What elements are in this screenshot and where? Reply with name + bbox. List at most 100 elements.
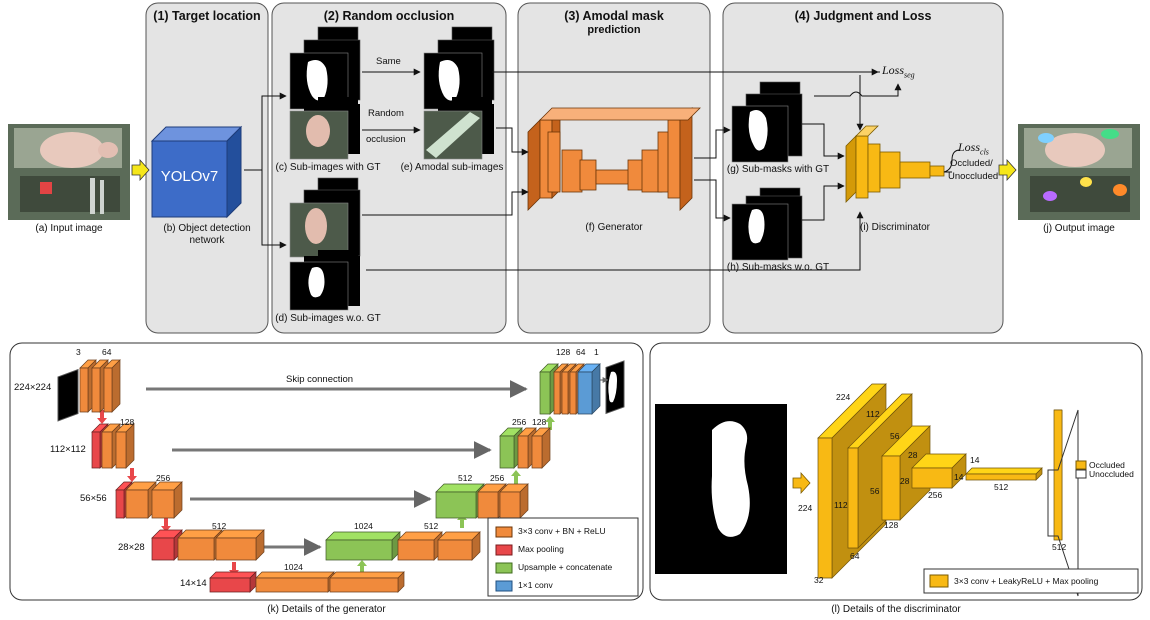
disc-dim-56-left: 56 [870, 486, 880, 496]
caption-discriminator: (i) Discriminator [860, 222, 930, 233]
disc-block-fc [1053, 409, 1063, 541]
disc-mask-image [655, 404, 787, 574]
disc-block-512 [965, 467, 1043, 481]
gen-ch-1024-b: 1024 [354, 521, 373, 531]
caption-mask-wo: (h) Sub-masks w.o. GT [726, 262, 830, 273]
disc-dim-224-left: 224 [798, 503, 813, 513]
input-image [8, 124, 130, 220]
gen-ch-in: 3 [76, 347, 81, 357]
label-unoccluded: Unoccluded [948, 171, 999, 182]
yolo-cube [150, 125, 243, 219]
stage-title-1: (1) Target location [153, 9, 261, 23]
gen-size-224: 224×224 [14, 382, 52, 393]
gen-size-14: 14×14 [180, 578, 207, 589]
stage-subtitle-3: prediction [587, 24, 641, 36]
yolo-label: YOLOv7 [160, 168, 219, 185]
gen-legend-pool: Max pooling [518, 544, 564, 554]
gen-ch-u128: 128 [532, 417, 547, 427]
gen-ch-out64: 64 [576, 347, 586, 357]
gen-ch-d256: 256 [490, 473, 505, 483]
output-arrow [998, 158, 1017, 182]
disc-dim-512-b: 512 [1052, 542, 1067, 552]
disc-dim-256: 256 [928, 490, 943, 500]
generator-legend [487, 517, 639, 597]
sub-images-gt-stack [289, 26, 361, 160]
disc-dim-14-top: 14 [970, 455, 980, 465]
disc-dim-28-left: 28 [900, 476, 910, 486]
gen-conv-64-c [103, 359, 121, 413]
gen-legend-upsample: Upsample + concatenate [518, 562, 613, 572]
gen-conv-512-b [215, 529, 265, 561]
disc-block-256 [911, 453, 967, 489]
gen-conv-256-d [499, 483, 529, 519]
gen-ch-128: 128 [120, 417, 135, 427]
disc-output [1047, 409, 1087, 597]
sub-images-wo-gt-stack [289, 177, 361, 311]
disc-dim-112-left: 112 [834, 500, 848, 510]
caption-disc-detail: (l) Details of the discriminator [831, 604, 961, 615]
label-skip: Skip connection [286, 374, 354, 385]
label-random-2: occlusion [366, 134, 406, 145]
disc-dim-512-a: 512 [994, 482, 1009, 492]
flow-arrows [244, 68, 961, 271]
gen-skip-arrows [146, 380, 528, 556]
generator-block [527, 107, 701, 211]
gen-conv-512-c [397, 531, 443, 561]
label-occluded: Occluded/ [950, 158, 993, 169]
disc-input-arrow [792, 471, 811, 495]
sub-masks-wo-gt-stack [731, 187, 803, 261]
gen-ch-out128: 128 [556, 347, 571, 357]
gen-conv-128-d [531, 427, 551, 469]
caption-detector-2: network [189, 235, 225, 246]
gen-ch-out1: 1 [594, 347, 599, 357]
gen-ch-64: 64 [102, 347, 112, 357]
stage-title-4: (4) Judgment and Loss [794, 9, 932, 23]
gen-legend-conv: 3×3 conv + BN + ReLU [518, 526, 606, 536]
gen-up-4 [325, 531, 401, 561]
caption-amodal: (e) Amodal sub-images [400, 162, 504, 173]
gen-size-112: 112×112 [50, 444, 86, 455]
caption-gen-detail: (k) Details of the generator [267, 604, 386, 615]
sub-masks-gt-stack [731, 81, 803, 163]
gen-legend-1x1: 1×1 conv [518, 580, 553, 590]
caption-mask-gt: (g) Sub-masks with GT [726, 164, 830, 175]
label-random-1: Random [368, 108, 404, 119]
gen-input-image [57, 368, 79, 422]
disc-out-occluded: Occluded [1089, 460, 1125, 470]
gen-ch-u512: 512 [458, 473, 473, 483]
gen-conv-256-a [125, 481, 157, 519]
gen-conv-512-a [177, 529, 223, 561]
disc-dim-28-top: 28 [908, 450, 918, 460]
disc-out-unoccluded: Unoccluded [1089, 469, 1134, 479]
gen-size-56: 56×56 [80, 493, 107, 504]
gen-ch-d512: 512 [424, 521, 439, 531]
discriminator-legend [923, 568, 1139, 594]
disc-block-128 [881, 425, 931, 521]
gen-conv-1024-a [255, 571, 335, 593]
disc-dim-128: 128 [884, 520, 899, 530]
gen-conv-128-b [115, 423, 135, 469]
gen-ch-256: 256 [156, 473, 171, 483]
gen-up-3 [435, 483, 485, 519]
caption-detector-1: (b) Object detection [163, 223, 251, 234]
gen-ch-1024-a: 1024 [284, 562, 303, 572]
loss-seg: Lossseg [882, 63, 915, 80]
input-arrow [131, 158, 150, 182]
amodal-sub-images-stack [423, 26, 495, 160]
discriminator-detail-blocks [817, 383, 1063, 579]
discriminator-block [845, 125, 945, 203]
stage-title-3: (3) Amodal mask [564, 9, 664, 23]
disc-dim-14-left: 14 [954, 472, 964, 482]
gen-ch-u256: 256 [512, 417, 527, 427]
caption-input: (a) Input image [35, 223, 103, 234]
gen-conv-512-d [437, 531, 481, 561]
gen-pool-5 [209, 571, 257, 593]
stage-panel-3 [517, 2, 711, 334]
gen-output-image [605, 360, 625, 415]
gen-conv-256-b [151, 481, 183, 519]
caption-sub-wo: (d) Sub-images w.o. GT [275, 313, 381, 324]
disc-dim-112-top: 112 [866, 409, 880, 419]
label-same: Same [376, 56, 401, 67]
gen-ch-512: 512 [212, 521, 227, 531]
